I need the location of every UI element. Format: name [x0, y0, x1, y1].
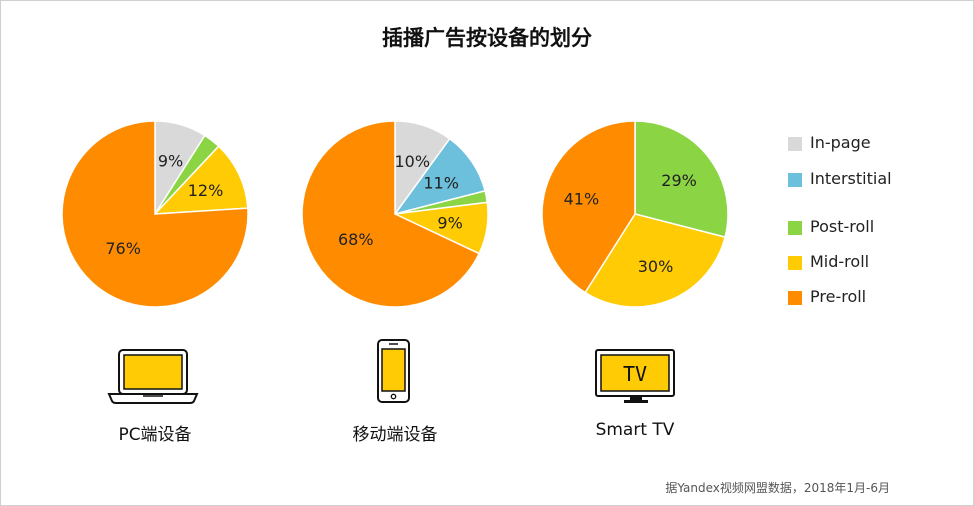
pie-slice-mid-roll	[584, 213, 726, 308]
legend-label: Pre-roll	[810, 287, 867, 306]
legend-item-interstitial: Interstitial	[788, 169, 948, 189]
device-label-pc: PC端设备	[118, 425, 192, 445]
pie-mobile: 10% 11% 9% 68%	[301, 120, 489, 308]
legend-item-in-page: In-page	[788, 133, 948, 153]
legend-label: Post-roll	[810, 217, 875, 236]
pie-data-label: 76%	[105, 239, 141, 258]
legend-swatch-in-page	[788, 137, 802, 151]
pie-data-label: 12%	[188, 181, 224, 200]
pie-slice-pre-roll	[301, 120, 481, 308]
pie-data-label: 68%	[338, 230, 374, 249]
legend-swatch-mid-roll	[788, 256, 802, 270]
pie-data-label: 41%	[564, 189, 600, 208]
pie-data-label: 29%	[661, 171, 697, 190]
legend-label: Mid-roll	[810, 252, 870, 271]
pie-data-label: 30%	[638, 257, 674, 276]
legend-swatch-post-roll	[788, 221, 802, 235]
pie-data-label: 10%	[394, 152, 430, 171]
pie-pc: 9% 12% 76%	[61, 120, 249, 308]
pie-slice-mid-roll	[153, 145, 249, 215]
device-label-mobile: 移动端设备	[352, 425, 438, 445]
tv-icon: TV	[595, 349, 675, 403]
source-note: 据Yandex视频网盟数据，2018年1月-6月	[665, 481, 890, 495]
pie-data-label: 11%	[423, 174, 459, 193]
legend-item-post-roll: Post-roll	[788, 217, 948, 237]
device-label-smart-tv: Smart TV	[595, 420, 675, 440]
legend-item-pre-roll: Pre-roll	[788, 287, 948, 307]
pie-charts: 9% 12% 76% 10% 11% 9% 68% 29% 30% 41%	[61, 120, 729, 308]
pie-data-label: 9%	[158, 151, 183, 170]
pie-data-label: 9%	[437, 214, 462, 233]
legend-swatch-interstitial	[788, 173, 802, 187]
legend-label: In-page	[810, 133, 871, 152]
legend-label: Interstitial	[810, 169, 892, 188]
pie-slice-pre-roll	[61, 120, 249, 308]
legend-item-mid-roll: Mid-roll	[788, 252, 948, 272]
chart-title: 插播广告按设备的划分	[382, 26, 592, 50]
pie-slice-post-roll	[634, 120, 729, 239]
legend-swatch-pre-roll	[788, 291, 802, 305]
pie-slice-pre-roll	[541, 120, 636, 294]
pie-smart-tv: 29% 30% 41%	[541, 120, 729, 308]
smartphone-icon	[377, 339, 410, 403]
laptop-icon	[107, 349, 199, 404]
tv-icon-label: TV	[623, 362, 647, 386]
